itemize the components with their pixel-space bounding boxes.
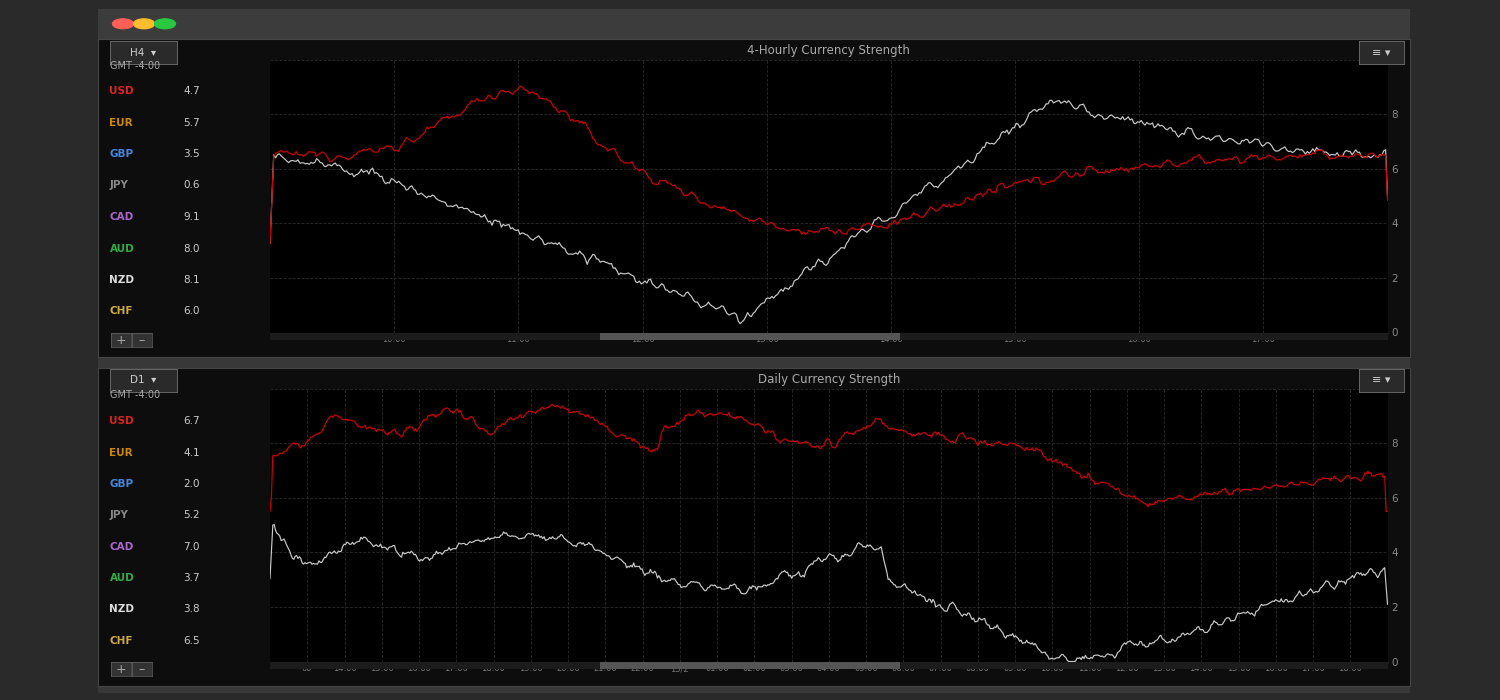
Text: 6.7: 6.7 xyxy=(183,416,200,426)
Text: 9.1: 9.1 xyxy=(183,212,200,222)
Text: NZD: NZD xyxy=(110,275,135,285)
Text: ≡ ▾: ≡ ▾ xyxy=(1372,48,1390,58)
Text: 4.1: 4.1 xyxy=(183,448,200,458)
Title: Daily Currency Strength: Daily Currency Strength xyxy=(758,373,900,386)
Text: 3.8: 3.8 xyxy=(183,604,200,614)
Text: CHF: CHF xyxy=(110,636,134,645)
Text: GMT -4:00: GMT -4:00 xyxy=(110,61,159,71)
Text: +: + xyxy=(116,334,126,346)
Text: NZD: NZD xyxy=(110,604,135,614)
Text: JPY: JPY xyxy=(110,510,129,520)
Text: GMT -4:00: GMT -4:00 xyxy=(110,391,159,400)
Text: EUR: EUR xyxy=(110,118,134,127)
Text: –: – xyxy=(138,334,146,346)
Text: +: + xyxy=(116,663,126,676)
Text: CAD: CAD xyxy=(110,542,134,552)
Text: 5.2: 5.2 xyxy=(183,510,200,520)
Text: USD: USD xyxy=(110,86,134,96)
Text: 0.6: 0.6 xyxy=(183,181,200,190)
Text: –: – xyxy=(138,663,146,676)
Text: H4  ▾: H4 ▾ xyxy=(130,48,156,58)
Text: AUD: AUD xyxy=(110,573,135,583)
Text: GBP: GBP xyxy=(110,479,134,489)
Text: D1  ▾: D1 ▾ xyxy=(130,375,156,386)
Text: 3.5: 3.5 xyxy=(183,149,200,159)
Text: 6.5: 6.5 xyxy=(183,636,200,645)
Text: CHF: CHF xyxy=(110,307,134,316)
Text: ≡ ▾: ≡ ▾ xyxy=(1372,375,1390,386)
Text: CAD: CAD xyxy=(110,212,134,222)
Text: 8.1: 8.1 xyxy=(183,275,200,285)
Text: 8.0: 8.0 xyxy=(183,244,200,253)
Text: GBP: GBP xyxy=(110,149,134,159)
Text: 3.7: 3.7 xyxy=(183,573,200,583)
Text: 6.0: 6.0 xyxy=(183,307,200,316)
Text: AUD: AUD xyxy=(110,244,135,253)
Text: USD: USD xyxy=(110,416,134,426)
Text: JPY: JPY xyxy=(110,181,129,190)
Text: 5.7: 5.7 xyxy=(183,118,200,127)
Text: 7.0: 7.0 xyxy=(183,542,200,552)
Title: 4-Hourly Currency Strength: 4-Hourly Currency Strength xyxy=(747,44,910,57)
Text: EUR: EUR xyxy=(110,448,134,458)
Text: 4.7: 4.7 xyxy=(183,86,200,96)
Text: 2.0: 2.0 xyxy=(183,479,200,489)
